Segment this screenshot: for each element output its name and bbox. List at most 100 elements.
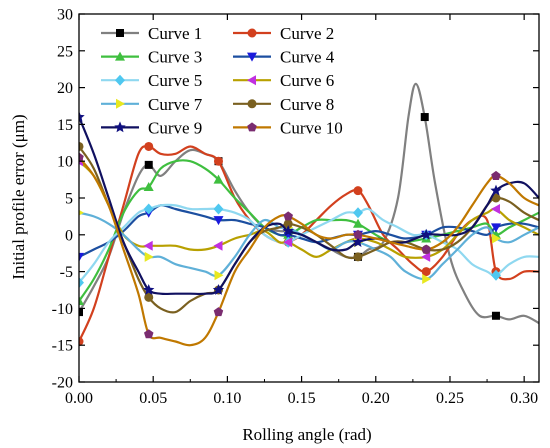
series-point-6 bbox=[213, 240, 223, 251]
y-tick-label: -10 bbox=[52, 301, 73, 318]
series-point-7 bbox=[492, 233, 501, 244]
series-point-5 bbox=[353, 207, 363, 219]
series-point-7 bbox=[144, 251, 154, 262]
y-tick-label: 20 bbox=[57, 80, 73, 97]
series-point-5 bbox=[79, 277, 84, 289]
series-line-9 bbox=[79, 116, 539, 296]
legend-item-1: Curve 1 bbox=[101, 24, 202, 43]
y-tick-label: -20 bbox=[52, 375, 73, 392]
y-tick-label: 25 bbox=[57, 43, 73, 60]
series-point-2 bbox=[353, 186, 363, 196]
series-point-6 bbox=[421, 251, 431, 262]
legend-marker bbox=[247, 28, 257, 38]
legend-item-9: Curve 9 bbox=[101, 118, 202, 137]
y-tick-label: 5 bbox=[65, 191, 73, 208]
series-point-7 bbox=[422, 274, 432, 284]
series-point-4 bbox=[491, 223, 501, 233]
series-point-10 bbox=[144, 329, 154, 339]
plot-frame bbox=[78, 13, 540, 383]
series-point-9 bbox=[212, 284, 225, 295]
legend-marker bbox=[247, 122, 257, 132]
legend-marker bbox=[116, 29, 124, 37]
legend-label: Curve 10 bbox=[280, 118, 343, 137]
legend-item-2: Curve 2 bbox=[233, 24, 334, 43]
series-point-6 bbox=[283, 237, 293, 248]
legend-item-6: Curve 6 bbox=[233, 71, 334, 90]
series-point-9 bbox=[143, 284, 155, 295]
legend-marker bbox=[247, 99, 257, 109]
series-point-1 bbox=[420, 113, 429, 122]
series-point-3 bbox=[353, 218, 363, 228]
legend-item-7: Curve 7 bbox=[101, 95, 203, 114]
legend-item-5: Curve 5 bbox=[101, 71, 202, 90]
series-point-2 bbox=[213, 156, 223, 166]
series-line-8 bbox=[79, 145, 539, 314]
series-point-2 bbox=[79, 337, 84, 347]
legend-marker bbox=[247, 52, 257, 62]
series-point-9 bbox=[79, 111, 85, 122]
series-point-1 bbox=[144, 160, 153, 169]
legend-item-10: Curve 10 bbox=[233, 118, 343, 137]
series-point-9 bbox=[352, 236, 364, 247]
series-point-10 bbox=[421, 244, 431, 254]
x-tick-label: 0.10 bbox=[213, 390, 241, 407]
x-axis-label: Rolling angle (rad) bbox=[242, 425, 371, 444]
legend-item-3: Curve 3 bbox=[101, 48, 202, 67]
legend-label: Curve 7 bbox=[148, 95, 203, 114]
series-point-9 bbox=[420, 228, 432, 240]
series-point-1 bbox=[79, 308, 83, 317]
x-tick-label: 0.05 bbox=[139, 390, 167, 407]
series-point-2 bbox=[144, 141, 154, 151]
series-point-8 bbox=[491, 193, 501, 203]
series-point-1 bbox=[491, 311, 500, 320]
legend-item-8: Curve 8 bbox=[233, 95, 334, 114]
curve-layer bbox=[79, 82, 539, 347]
y-tick-label: 0 bbox=[65, 227, 73, 244]
legend-marker bbox=[115, 51, 125, 61]
series-point-9 bbox=[282, 225, 294, 236]
legend-marker bbox=[116, 98, 125, 109]
legend-label: Curve 5 bbox=[148, 71, 202, 90]
series-point-7 bbox=[214, 270, 224, 281]
series-point-10 bbox=[353, 229, 363, 239]
series-point-3 bbox=[143, 182, 154, 191]
series-point-10 bbox=[79, 152, 84, 162]
series-point-5 bbox=[213, 203, 224, 215]
legend-label: Curve 4 bbox=[280, 48, 335, 67]
x-tick-label: 0.00 bbox=[65, 390, 93, 407]
legend: Curve 1 Curve 2 Curve 3 Curve 4 Curve 5 Curve… bbox=[101, 24, 343, 137]
series-point-8 bbox=[283, 219, 293, 229]
x-tick-label: 0.30 bbox=[510, 390, 538, 407]
legend-label: Curve 6 bbox=[280, 71, 334, 90]
series-point-6 bbox=[143, 240, 153, 251]
series-point-8 bbox=[144, 292, 154, 302]
legend-label: Curve 3 bbox=[148, 48, 202, 67]
y-tick-label: -15 bbox=[52, 338, 73, 355]
series-point-4 bbox=[79, 252, 84, 262]
legend-marker bbox=[115, 74, 125, 86]
series-point-4 bbox=[213, 216, 224, 226]
legend-label: Curve 2 bbox=[280, 24, 334, 43]
series-point-8 bbox=[79, 141, 84, 151]
series-point-6 bbox=[491, 204, 500, 214]
legend-label: Curve 1 bbox=[148, 24, 202, 43]
legend-label: Curve 9 bbox=[148, 118, 202, 137]
legend-label: Curve 8 bbox=[280, 95, 334, 114]
x-tick-label: 0.15 bbox=[288, 390, 316, 407]
y-tick-label: 10 bbox=[57, 154, 73, 171]
series-point-5 bbox=[491, 269, 501, 281]
y-tick-label: 15 bbox=[57, 117, 73, 134]
series-point-3 bbox=[213, 174, 224, 184]
x-tick-label: 0.20 bbox=[362, 390, 390, 407]
legend-item-4: Curve 4 bbox=[233, 48, 335, 67]
series-point-7 bbox=[79, 209, 84, 216]
series-point-10 bbox=[491, 170, 501, 180]
y-tick-label: 30 bbox=[57, 7, 73, 24]
series-point-8 bbox=[353, 252, 363, 262]
x-tick-label: 0.25 bbox=[436, 390, 464, 407]
axes-layer: 0.00 0.05 0.10 0.15 0.20 0.25 0.30 -20 -15 -10 -5 0… bbox=[52, 7, 540, 407]
series-line-10 bbox=[79, 156, 539, 347]
legend-marker bbox=[114, 121, 126, 133]
series-point-9 bbox=[490, 184, 502, 196]
